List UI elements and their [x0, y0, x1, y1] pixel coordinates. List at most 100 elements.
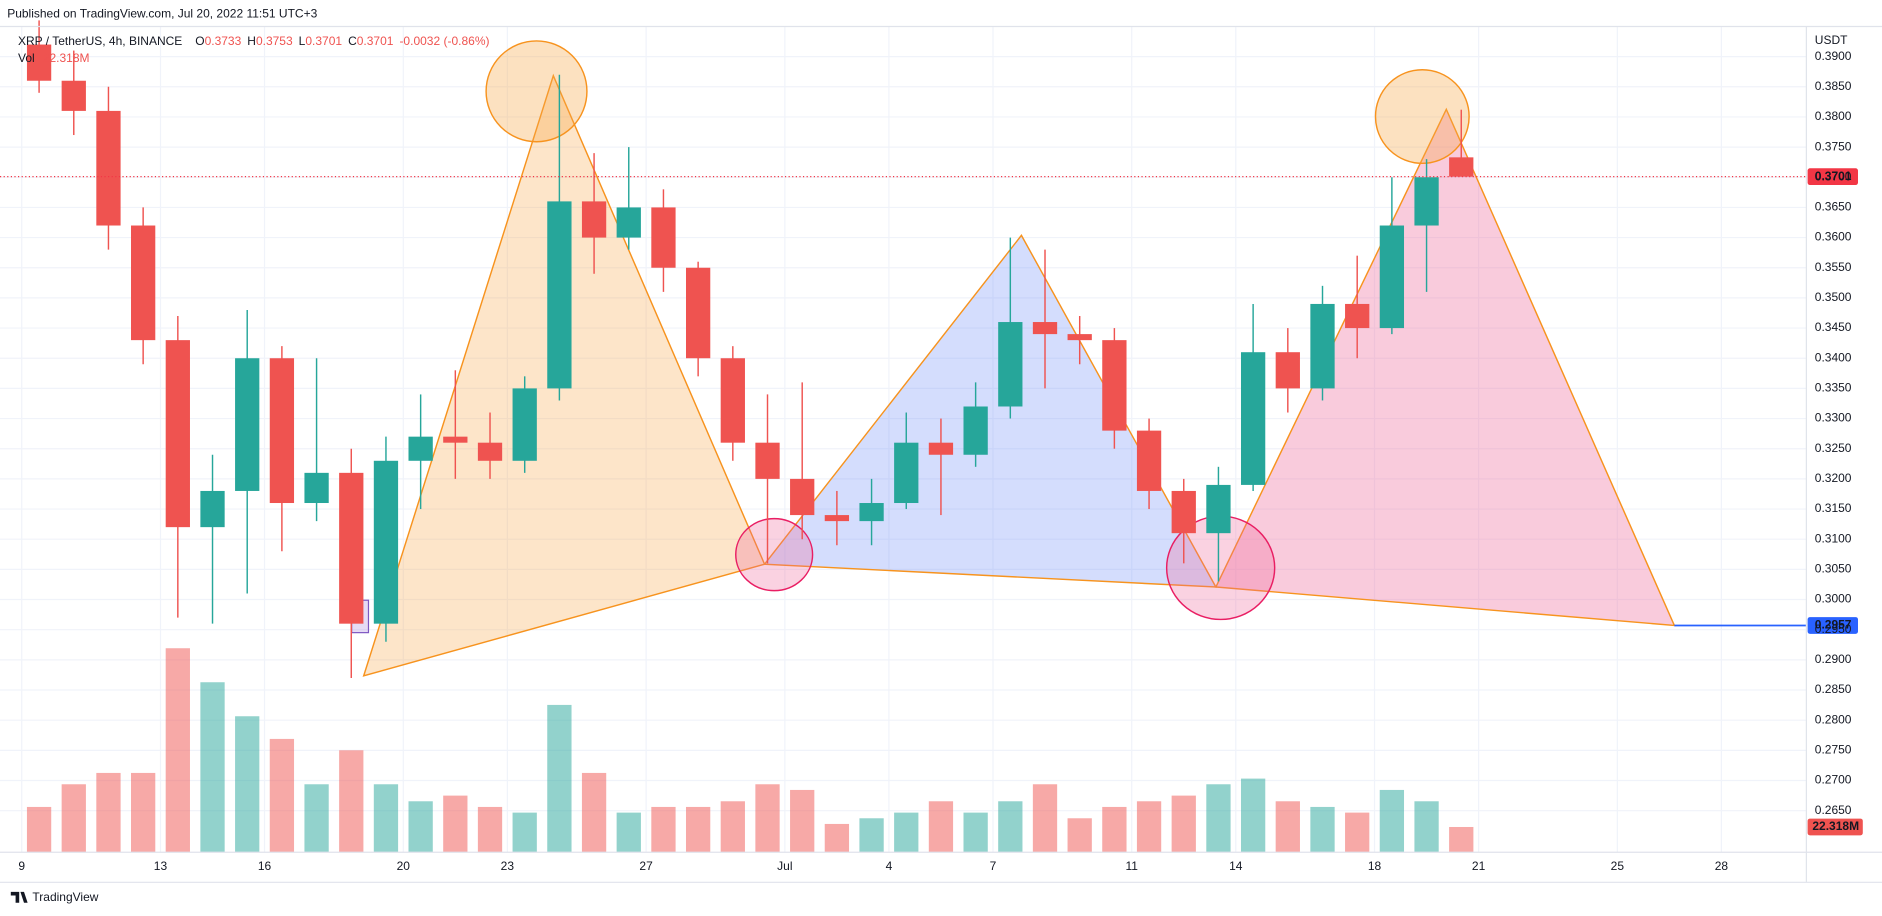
candle-body [824, 515, 850, 522]
candle-body [1275, 352, 1300, 389]
volume-bar [720, 801, 745, 853]
volume-bar [1414, 801, 1439, 853]
volume-bar [61, 784, 86, 853]
volume-bar [165, 648, 190, 853]
volume-bar [894, 812, 919, 853]
candle-body [200, 490, 225, 528]
y-tick-label: 0.3550 [1815, 260, 1852, 274]
volume-bar [339, 750, 364, 853]
currency: USDT [1815, 33, 1848, 47]
candle-body [1102, 340, 1127, 431]
x-tick-label: 9 [18, 859, 25, 873]
candle-body [304, 472, 329, 504]
volume-bar [790, 789, 815, 853]
candle-body [1345, 303, 1370, 329]
legend: XRP / TetherUS, 4h, BINANCE O0.3733 H0.37… [18, 34, 489, 48]
candle-body [790, 478, 815, 516]
ohlc-key: O [195, 34, 204, 48]
volume-bar [1032, 784, 1058, 853]
volume-bar [131, 772, 156, 853]
candle-body [1032, 322, 1058, 335]
volume-bar [477, 806, 503, 853]
y-tick-label: 0.3350 [1815, 381, 1852, 395]
candle-body [96, 110, 121, 226]
candle-body [894, 442, 919, 504]
volume-bar [373, 784, 399, 853]
volume-bar [1102, 806, 1127, 853]
volume-bar [928, 801, 954, 853]
candle-body [1310, 303, 1335, 389]
candle-body [1171, 490, 1196, 534]
volume-bar [685, 806, 711, 853]
volume-bar [235, 716, 260, 853]
candle-body [581, 201, 607, 238]
x-tick-label: 4 [886, 859, 893, 873]
y-tick-label: 0.3250 [1815, 441, 1852, 455]
y-tick-label: 0.3700 [1815, 169, 1852, 183]
volume-bar [512, 812, 537, 853]
volume-bar [1310, 806, 1335, 853]
y-tick-label: 0.2850 [1815, 682, 1852, 696]
volume-bar [824, 823, 850, 853]
level-tag [1807, 617, 1858, 634]
candle-body [859, 503, 884, 522]
candle-body [720, 358, 745, 443]
grid [0, 26, 1807, 853]
candle-body [616, 207, 641, 238]
vol-legend: Vol 22.318M [18, 51, 90, 65]
volume-bar [1136, 801, 1162, 853]
volume-bar [1067, 818, 1092, 853]
y-tick-label: 0.3650 [1815, 200, 1852, 214]
y-tick-label: 0.3600 [1815, 230, 1852, 244]
y-tick-label: 0.3200 [1815, 471, 1852, 485]
volume-bar [859, 818, 884, 853]
candles [26, 20, 1474, 678]
volume-bar [304, 784, 329, 853]
volume-bar [547, 704, 572, 853]
volume-bar [200, 682, 225, 853]
y-tick-label: 0.2750 [1815, 743, 1852, 757]
volume-bar [96, 772, 121, 853]
y-tick-label: 0.2650 [1815, 803, 1852, 817]
y-tick-label: 0.3000 [1815, 592, 1852, 606]
y-tick-label: 0.3800 [1815, 109, 1852, 123]
x-tick-label: 14 [1229, 859, 1243, 873]
candle-body [26, 44, 52, 81]
candle-body [547, 201, 572, 389]
y-tick-label: 0.3900 [1815, 49, 1852, 63]
volume-bar [26, 806, 52, 853]
level-tag-label: 0.2957 [1815, 618, 1852, 632]
candle-body [443, 436, 468, 443]
ellipse-bottom [735, 517, 814, 592]
candle-body [408, 436, 433, 461]
brand: TradingView [10, 890, 99, 904]
ohlc-value: 0.3701 [357, 34, 394, 48]
ohlc-value: 0.3753 [256, 34, 293, 48]
candle-body [963, 406, 988, 455]
volume-bar [443, 795, 468, 853]
y-tick-label: 0.2700 [1815, 773, 1852, 787]
candle-body [685, 267, 711, 359]
x-tick-label: 25 [1611, 859, 1625, 873]
volume-bar [1345, 812, 1370, 853]
x-tick-label: 21 [1472, 859, 1486, 873]
ohlc-key: C [348, 34, 357, 48]
candle-body [1067, 334, 1092, 341]
y-tick-label: 0.2800 [1815, 712, 1852, 726]
candle-body [131, 225, 156, 341]
y-tick-label: 0.2950 [1815, 622, 1852, 636]
candle-body [1206, 484, 1231, 534]
volume-bar [651, 806, 676, 853]
x-tick-label: 13 [154, 859, 168, 873]
y-tick-label: 0.3050 [1815, 562, 1852, 576]
published: Published on TradingView.com, Jul 20, 20… [7, 7, 317, 21]
x-tick-label: 23 [501, 859, 515, 873]
ohlc-key: L [299, 34, 306, 48]
x-tick-label: 27 [639, 859, 653, 873]
vol-title: Vol [18, 51, 35, 65]
price-tag-label: 0.3701 [1815, 169, 1852, 183]
candle-body [651, 207, 676, 268]
y-tick-label: 0.2900 [1815, 652, 1852, 666]
